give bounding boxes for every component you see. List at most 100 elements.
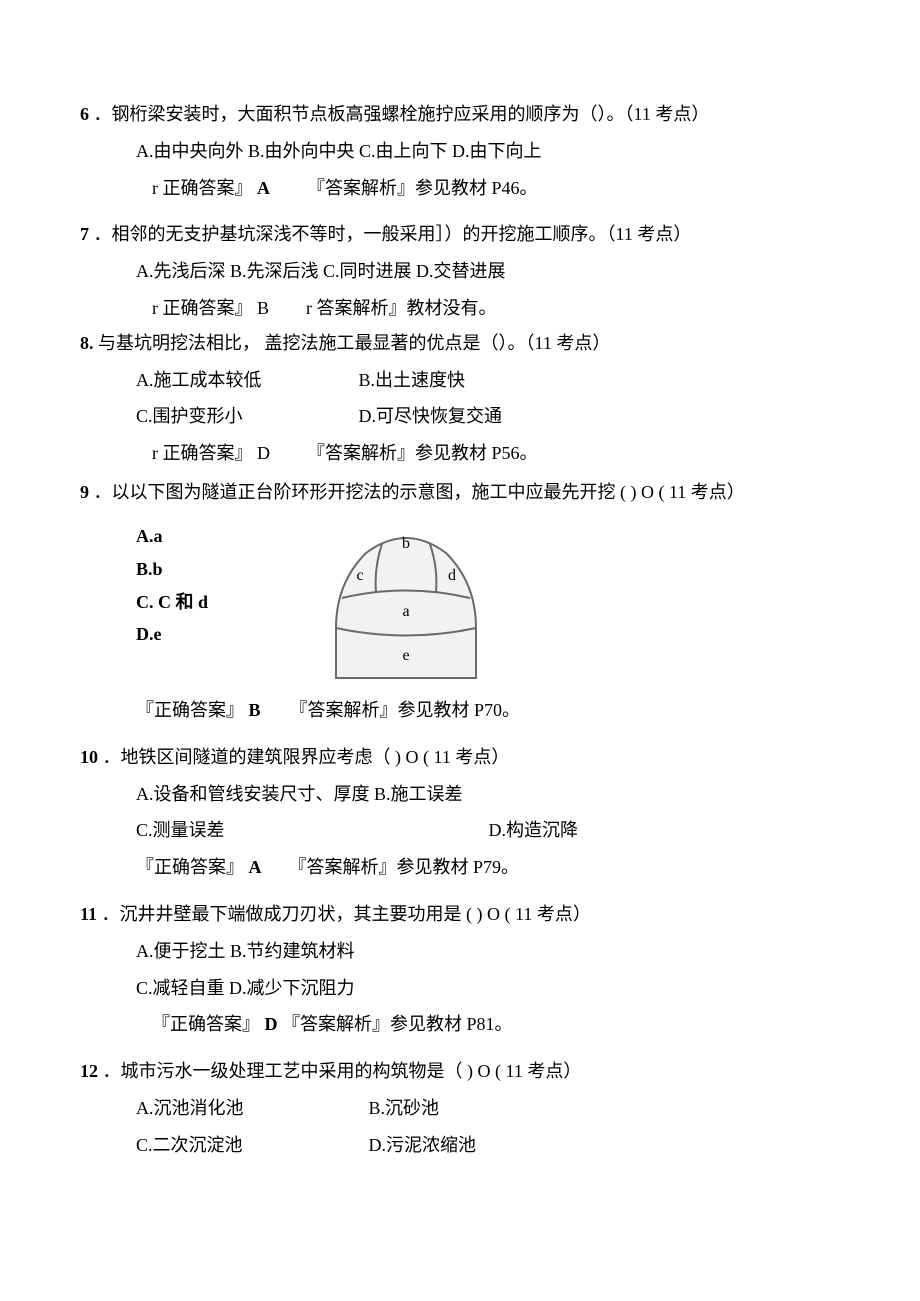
q10-answer-line: 『正确答案』 A 『答案解析』参见教材 P79。 bbox=[80, 853, 840, 882]
q10-number: 10 bbox=[80, 747, 98, 767]
q7-exp: r 答案解析』教材没有。 bbox=[306, 298, 497, 318]
q10-ans-val: A bbox=[249, 857, 262, 877]
q12-options-row2: C.二次沉淀池 D.污泥浓缩池 bbox=[80, 1131, 840, 1160]
q7-answer-line: r 正确答案』 B r 答案解析』教材没有。 bbox=[80, 294, 840, 323]
tunnel-diagram-icon: b c d a e bbox=[296, 518, 516, 688]
q7-options: A.先浅后深 B.先深后浅 C.同时进展 D.交替进展 bbox=[80, 257, 840, 286]
q9-exp: 『答案解析』参见教材 P70。 bbox=[290, 700, 521, 720]
q9-options: A.a B.b C. C 和 d D.e bbox=[136, 518, 296, 653]
q9-diagram: b c d a e bbox=[296, 518, 516, 688]
q11-text: ．沉井井壁最下端做成刀刃状，其主要功用是 ( ) O ( 11 考点） bbox=[102, 904, 591, 924]
q8-opt-d: D.可尽快恢复交通 bbox=[359, 406, 503, 426]
q9-ans-val: B bbox=[249, 700, 261, 720]
q6-opt-c: C.由上向下 bbox=[359, 141, 448, 161]
question-10: 10 ．地铁区间隧道的建筑限界应考虑（ ) O ( 11 考点） A.设备和管线… bbox=[80, 743, 840, 882]
q9-opt-c: C. C 和 d bbox=[136, 588, 296, 617]
question-6: 6 ．钢桁梁安装时，大面积节点板高强螺栓施拧应采用的顺序为（）。（11 考点） … bbox=[80, 100, 840, 202]
q7-ans-val: B bbox=[257, 298, 269, 318]
q9-opt-d: D.e bbox=[136, 620, 296, 649]
q12-opt-b: B.沉砂池 bbox=[369, 1098, 440, 1118]
q6-options: A.由中央向外 B.由外向中央 C.由上向下 D.由下向上 bbox=[80, 137, 840, 166]
question-9: 9 ．以以下图为隧道正台阶环形开挖法的示意图，施工中应最先开挖 ( ) O ( … bbox=[80, 474, 840, 725]
q10-options-row2: C.测量误差 D.构造沉降 bbox=[80, 816, 840, 845]
q12-opt-c: C.二次沉淀池 bbox=[136, 1135, 243, 1155]
q9-answer-line: 『正确答案』 B 『答案解析』参见教材 P70。 bbox=[80, 696, 840, 725]
q11-options-row2: C.减轻自重 D.减少下沉阻力 bbox=[80, 974, 840, 1003]
q12-options-row1: A.沉池消化池 B.沉砂池 bbox=[80, 1094, 840, 1123]
q11-number: 11 bbox=[80, 904, 97, 924]
diagram-label-d: d bbox=[448, 567, 456, 584]
diagram-label-c: c bbox=[356, 567, 363, 584]
q6-stem: 6 ．钢桁梁安装时，大面积节点板高强螺栓施拧应采用的顺序为（）。（11 考点） bbox=[80, 100, 840, 129]
q8-text: 与基坑明挖法相比， 盖挖法施工最显著的优点是（）。（11 考点） bbox=[98, 333, 610, 353]
q10-stem: 10 ．地铁区间隧道的建筑限界应考虑（ ) O ( 11 考点） bbox=[80, 743, 840, 772]
q9-ans-label: 『正确答案』 bbox=[136, 700, 244, 720]
q8-stem: 8. 与基坑明挖法相比， 盖挖法施工最显著的优点是（）。（11 考点） bbox=[80, 329, 840, 358]
q8-number: 8. bbox=[80, 333, 94, 353]
q12-number: 12 bbox=[80, 1061, 98, 1081]
q12-opt-a: A.沉池消化池 bbox=[136, 1098, 244, 1118]
q12-text: ．城市污水一级处理工艺中采用的构筑物是（ ) O ( 11 考点） bbox=[103, 1061, 582, 1081]
q11-ans-label: 『正确答案』 bbox=[152, 1014, 260, 1034]
q7-text: ．相邻的无支护基坑深浅不等时，一般采用］）的开挖施工顺序。（11 考点） bbox=[94, 224, 692, 244]
q11-options-row1: A.便于挖土 B.节约建筑材料 bbox=[80, 937, 840, 966]
q6-opt-a: A.由中央向外 bbox=[136, 141, 244, 161]
q11-ans-val: D bbox=[265, 1014, 278, 1034]
diagram-label-a: a bbox=[402, 603, 409, 620]
q12-opt-d: D.污泥浓缩池 bbox=[369, 1135, 477, 1155]
question-12: 12 ．城市污水一级处理工艺中采用的构筑物是（ ) O ( 11 考点） A.沉… bbox=[80, 1057, 840, 1159]
q10-ans-label: 『正确答案』 bbox=[136, 857, 244, 877]
q8-opt-c: C.围护变形小 bbox=[136, 406, 243, 426]
q10-opt-a: A.设备和管线安装尺寸、厚度 bbox=[136, 784, 370, 804]
q6-ans-val: A bbox=[257, 178, 270, 198]
q9-body: A.a B.b C. C 和 d D.e bbox=[80, 518, 840, 688]
question-8: 8. 与基坑明挖法相比， 盖挖法施工最显著的优点是（）。（11 考点） A.施工… bbox=[80, 329, 840, 468]
q8-ans-val: D bbox=[257, 443, 270, 463]
q6-opt-d: D.由下向上 bbox=[452, 141, 542, 161]
q7-opt-d: D.交替进展 bbox=[416, 261, 506, 281]
q9-stem: 9 ．以以下图为隧道正台阶环形开挖法的示意图，施工中应最先开挖 ( ) O ( … bbox=[80, 474, 840, 510]
q6-number: 6 bbox=[80, 104, 89, 124]
q7-opt-b: B.先深后浅 bbox=[230, 261, 319, 281]
q8-options-row2: C.围护变形小 D.可尽快恢复交通 bbox=[80, 402, 840, 431]
q11-opt-b: B.节约建筑材料 bbox=[230, 941, 355, 961]
q6-text: ．钢桁梁安装时，大面积节点板高强螺栓施拧应采用的顺序为（）。（11 考点） bbox=[94, 104, 710, 124]
diagram-label-e: e bbox=[402, 647, 409, 664]
q7-ans-label: r 正确答案』 bbox=[152, 298, 253, 318]
question-7: 7 ．相邻的无支护基坑深浅不等时，一般采用］）的开挖施工顺序。（11 考点） A… bbox=[80, 220, 840, 322]
q6-opt-b: B.由外向中央 bbox=[248, 141, 355, 161]
q11-opt-c: C.减轻自重 bbox=[136, 978, 225, 998]
q8-opt-a: A.施工成本较低 bbox=[136, 370, 262, 390]
q7-opt-c: C.同时进展 bbox=[323, 261, 412, 281]
q10-options-row1: A.设备和管线安装尺寸、厚度 B.施工误差 bbox=[80, 780, 840, 809]
question-11: 11 ．沉井井壁最下端做成刀刃状，其主要功用是 ( ) O ( 11 考点） A… bbox=[80, 900, 840, 1039]
q9-number: 9 bbox=[80, 482, 89, 502]
q8-opt-b: B.出土速度快 bbox=[359, 370, 466, 390]
q8-answer-line: r 正确答案』 D 『答案解析』参见教材 P56。 bbox=[80, 439, 840, 468]
q6-ans-label: r 正确答案』 bbox=[152, 178, 253, 198]
q10-opt-c: C.测量误差 bbox=[136, 820, 225, 840]
q10-opt-d: D.构造沉降 bbox=[489, 820, 579, 840]
q8-options-row1: A.施工成本较低 B.出土速度快 bbox=[80, 366, 840, 395]
q8-ans-label: r 正确答案』 bbox=[152, 443, 253, 463]
q11-exp: 『答案解析』参见教材 P81。 bbox=[282, 1014, 513, 1034]
exam-page: 6 ．钢桁梁安装时，大面积节点板高强螺栓施拧应采用的顺序为（）。（11 考点） … bbox=[0, 0, 920, 1228]
q10-exp: 『答案解析』参见教材 P79。 bbox=[289, 857, 520, 877]
q7-number: 7 bbox=[80, 224, 89, 244]
q9-opt-b: B.b bbox=[136, 555, 296, 584]
q11-opt-a: A.便于挖土 bbox=[136, 941, 226, 961]
q9-text: ．以以下图为隧道正台阶环形开挖法的示意图，施工中应最先开挖 ( ) O ( 11… bbox=[94, 482, 745, 502]
q8-exp: 『答案解析』参见教材 P56。 bbox=[307, 443, 538, 463]
q6-exp: 『答案解析』参见教材 P46。 bbox=[307, 178, 538, 198]
q10-text: ．地铁区间隧道的建筑限界应考虑（ ) O ( 11 考点） bbox=[103, 747, 510, 767]
q6-answer-line: r 正确答案』 A 『答案解析』参见教材 P46。 bbox=[80, 174, 840, 203]
q12-stem: 12 ．城市污水一级处理工艺中采用的构筑物是（ ) O ( 11 考点） bbox=[80, 1057, 840, 1086]
q11-opt-d: D.减少下沉阻力 bbox=[229, 978, 355, 998]
q11-stem: 11 ．沉井井壁最下端做成刀刃状，其主要功用是 ( ) O ( 11 考点） bbox=[80, 900, 840, 929]
q7-stem: 7 ．相邻的无支护基坑深浅不等时，一般采用］）的开挖施工顺序。（11 考点） bbox=[80, 220, 840, 249]
q10-opt-b: B.施工误差 bbox=[374, 784, 463, 804]
q9-opt-a: A.a bbox=[136, 522, 296, 551]
diagram-label-b: b bbox=[402, 535, 410, 552]
q11-answer-line: 『正确答案』 D 『答案解析』参见教材 P81。 bbox=[80, 1010, 840, 1039]
q7-opt-a: A.先浅后深 bbox=[136, 261, 226, 281]
